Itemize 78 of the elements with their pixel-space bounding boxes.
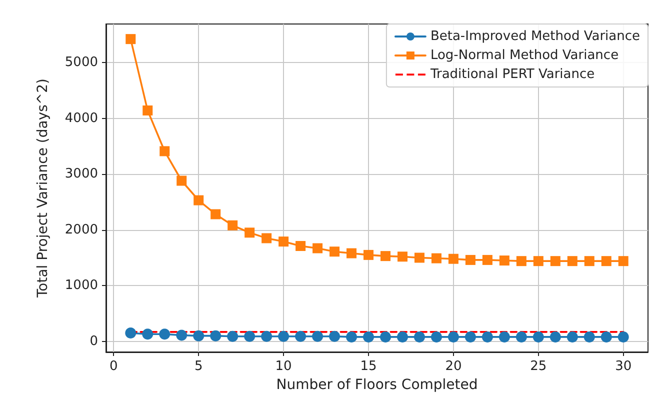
point xyxy=(498,331,510,342)
x-axis-title: Number of Floors Completed xyxy=(276,376,478,393)
point xyxy=(380,331,391,342)
point xyxy=(448,331,459,342)
point xyxy=(396,331,408,342)
point xyxy=(330,246,340,257)
point xyxy=(244,228,255,238)
point xyxy=(194,195,204,206)
point xyxy=(176,176,187,186)
point xyxy=(431,253,442,264)
point xyxy=(296,241,306,252)
point xyxy=(159,328,170,340)
x-tick-label: 20 xyxy=(445,359,462,374)
x-tick-label: 30 xyxy=(615,359,632,374)
y-tick-label: 3000 xyxy=(64,166,98,182)
point xyxy=(227,330,238,342)
point xyxy=(312,330,324,342)
point xyxy=(261,330,272,342)
point xyxy=(567,256,578,266)
point xyxy=(278,236,289,247)
point xyxy=(584,256,594,266)
y-axis-title: Total Project Variance (days^2) xyxy=(35,78,51,299)
point xyxy=(142,328,154,340)
legend-label: Traditional PERT Variance xyxy=(429,67,595,82)
point xyxy=(125,328,136,339)
y-tick-label: 5000 xyxy=(64,54,98,70)
point xyxy=(380,251,390,262)
point xyxy=(414,252,424,263)
point xyxy=(566,331,578,342)
point xyxy=(516,331,527,342)
point xyxy=(601,256,612,266)
point xyxy=(532,331,544,342)
point xyxy=(618,331,629,342)
y-tick-label: 1000 xyxy=(64,278,98,294)
x-tick-label: 5 xyxy=(194,359,203,374)
point xyxy=(278,330,290,342)
y-tick-label: 2000 xyxy=(64,222,98,238)
y-tick-label: 4000 xyxy=(64,110,98,126)
point xyxy=(618,256,628,266)
point xyxy=(228,220,238,230)
point xyxy=(346,331,358,342)
legend-label: Log-Normal Method Variance xyxy=(430,48,619,63)
point xyxy=(482,331,493,342)
x-tick-label: 0 xyxy=(110,359,118,374)
point xyxy=(600,331,612,342)
point xyxy=(244,330,256,342)
point xyxy=(210,209,221,220)
point xyxy=(262,233,272,244)
x-tick-label: 15 xyxy=(360,359,377,374)
point xyxy=(176,330,188,341)
point xyxy=(550,256,560,266)
point xyxy=(430,331,442,342)
point xyxy=(193,330,204,342)
point xyxy=(516,256,526,266)
point xyxy=(363,331,374,342)
point xyxy=(312,243,323,254)
point xyxy=(142,105,153,116)
point xyxy=(584,331,595,342)
x-tick-label: 25 xyxy=(530,359,547,374)
point xyxy=(499,256,510,266)
point xyxy=(160,146,170,156)
legend-label: Beta-Improved Method Variance xyxy=(430,29,640,44)
point xyxy=(210,330,222,342)
point xyxy=(465,254,476,265)
point xyxy=(295,330,306,342)
y-tick-label: 0 xyxy=(90,334,98,349)
point xyxy=(414,331,425,342)
point xyxy=(346,248,357,258)
point xyxy=(448,254,458,264)
point xyxy=(397,252,408,262)
point xyxy=(126,34,136,44)
point xyxy=(550,331,561,342)
point xyxy=(364,250,374,260)
point xyxy=(482,254,492,265)
point xyxy=(329,330,340,342)
x-tick-label: 10 xyxy=(275,359,292,374)
point xyxy=(464,331,476,342)
point xyxy=(533,256,544,266)
